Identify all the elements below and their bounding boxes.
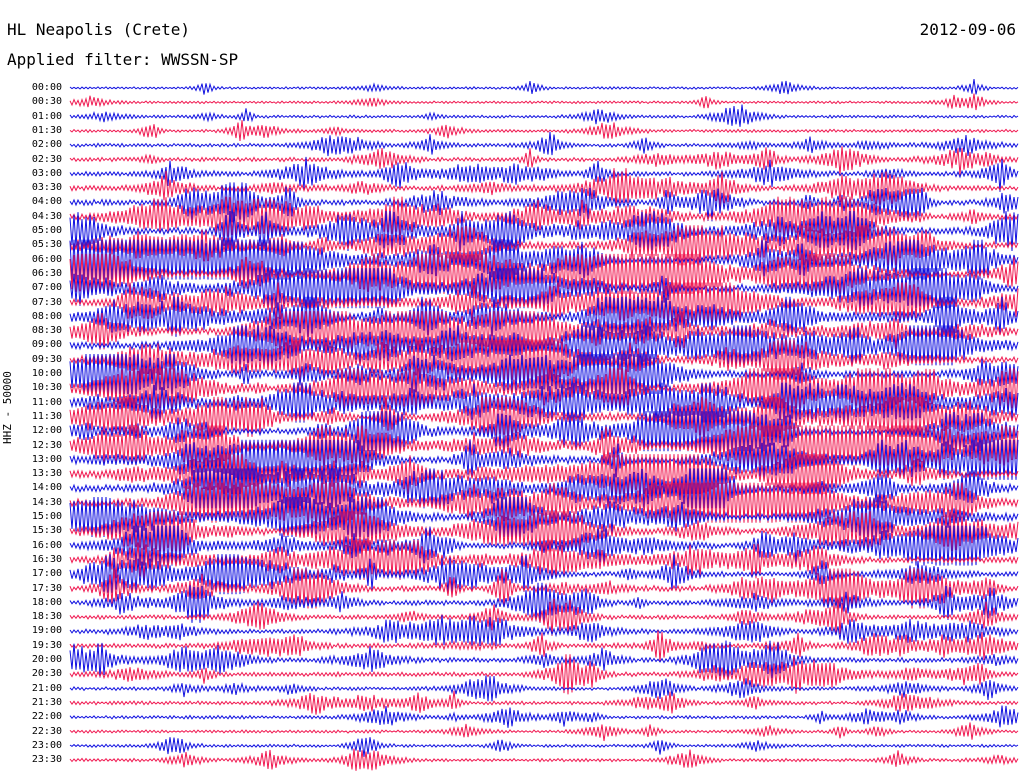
time-label: 14:30 (31, 496, 62, 508)
time-label: 08:30 (31, 325, 62, 337)
time-label: 14:00 (31, 482, 62, 494)
time-label: 10:00 (31, 368, 62, 379)
time-axis: 00:00 00:30 01:00 01:30 02:00 02:30 03:00 03:30… (0, 0, 68, 780)
time-label: 19:30 (31, 639, 62, 651)
seismic-trace (69, 439, 1019, 480)
time-label: 22:30 (31, 725, 62, 737)
seismic-trace (69, 210, 1019, 252)
time-label: 01:30 (31, 124, 62, 136)
time-label: 15:00 (31, 511, 62, 522)
seismic-trace (69, 168, 1019, 209)
seismic-trace (69, 454, 1019, 495)
seismic-trace (69, 640, 1019, 681)
time-label: 11:30 (31, 410, 62, 422)
time-label: 18:00 (31, 596, 62, 608)
time-label: 12:30 (31, 439, 62, 451)
time-label: 05:00 (31, 225, 62, 236)
seismic-trace (69, 93, 1019, 111)
seismic-trace (69, 225, 1019, 266)
seismic-trace (69, 253, 1019, 294)
time-label: 20:30 (31, 668, 62, 680)
time-label: 05:30 (31, 239, 62, 251)
time-label: 03:30 (31, 182, 62, 194)
time-label: 16:00 (31, 539, 62, 551)
time-label: 11:00 (31, 396, 62, 408)
time-label: 23:00 (31, 739, 62, 751)
time-label: 03:00 (31, 167, 62, 179)
seismic-trace (69, 468, 1019, 509)
time-label: 21:00 (31, 682, 62, 694)
time-label: 12:00 (31, 425, 62, 437)
seismic-trace (69, 675, 1019, 702)
time-label: 15:30 (31, 525, 62, 537)
seismic-trace (69, 104, 1019, 127)
time-label: 02:00 (31, 139, 62, 151)
seismic-trace (69, 131, 1019, 157)
seismic-trace (69, 239, 1019, 280)
time-label: 07:00 (31, 282, 62, 294)
time-label: 23:30 (31, 754, 62, 766)
seismic-trace (69, 311, 1019, 352)
time-label: 07:30 (31, 296, 62, 308)
time-label: 02:30 (31, 153, 62, 165)
seismic-trace (69, 79, 1019, 95)
seismic-trace (69, 368, 1019, 409)
time-label: 00:30 (31, 96, 62, 108)
seismic-trace (69, 630, 1019, 662)
seismic-trace (69, 539, 1019, 580)
seismic-trace (69, 396, 1019, 437)
seismic-trace (69, 496, 1019, 538)
seismic-trace (69, 411, 1019, 452)
time-label: 00:00 (31, 82, 62, 93)
time-label: 01:00 (31, 110, 62, 122)
seismic-trace (69, 425, 1019, 466)
time-label: 17:30 (31, 582, 62, 594)
seismic-trace (69, 182, 1019, 223)
seismic-trace (69, 146, 1019, 176)
seismic-trace (69, 705, 1019, 728)
seismic-trace (69, 654, 1019, 695)
record-date: 2012-09-06 (919, 20, 1016, 39)
seismic-trace (69, 568, 1019, 609)
time-label: 19:00 (31, 625, 62, 637)
seismic-trace (69, 120, 1019, 141)
time-label: 21:30 (31, 696, 62, 708)
time-label: 06:00 (31, 253, 62, 265)
seismic-trace (69, 482, 1019, 523)
seismic-trace (69, 597, 1019, 636)
seismic-trace (69, 737, 1019, 757)
time-label: 20:00 (31, 654, 62, 665)
time-label: 18:30 (31, 611, 62, 623)
seismic-trace (69, 156, 1019, 192)
filter-label: Applied filter: WWSSN-SP (7, 50, 239, 69)
seismic-trace (69, 196, 1019, 237)
time-label: 06:30 (31, 267, 62, 279)
time-label: 09:30 (31, 353, 62, 365)
seismic-trace (69, 690, 1019, 715)
seismic-trace (69, 614, 1019, 646)
time-label: 22:00 (31, 711, 62, 723)
seismic-trace (69, 525, 1019, 566)
time-label: 09:00 (31, 339, 62, 351)
time-label: 04:00 (31, 196, 62, 208)
seismic-trace (69, 554, 1019, 595)
time-label: 16:30 (31, 553, 62, 565)
seismic-trace (69, 282, 1019, 323)
station-title: HL Neapolis (Crete) (7, 20, 191, 39)
time-label: 13:00 (31, 453, 62, 465)
seismic-trace (69, 353, 1019, 395)
time-label: 04:30 (31, 210, 62, 222)
time-label: 13:30 (31, 468, 62, 480)
time-label: 08:00 (31, 310, 62, 322)
seismic-trace (69, 722, 1019, 742)
seismic-trace (69, 748, 1019, 771)
time-label: 17:00 (31, 568, 62, 580)
seismic-trace (69, 339, 1019, 380)
seismic-trace (69, 296, 1019, 337)
seismic-trace (69, 382, 1019, 423)
time-label: 10:30 (31, 382, 62, 394)
